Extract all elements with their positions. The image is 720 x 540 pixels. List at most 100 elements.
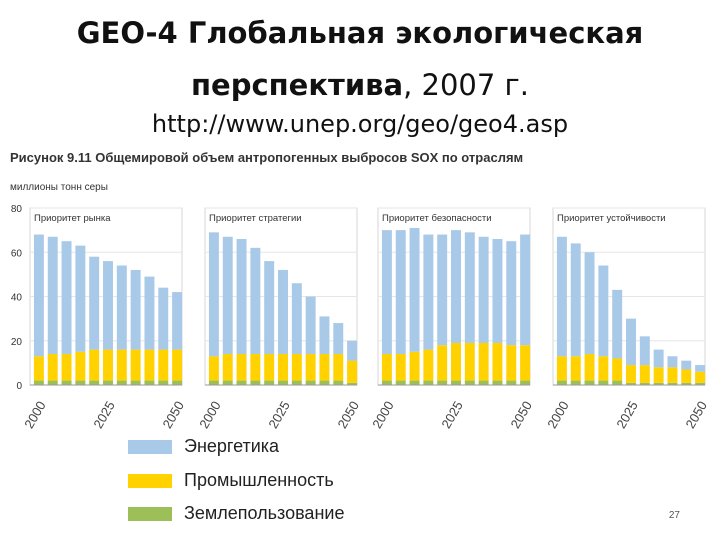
bar-segment xyxy=(437,345,448,381)
bar-segment xyxy=(158,287,169,350)
bar-segment xyxy=(695,371,706,383)
legend-swatch-industry xyxy=(128,474,172,488)
bar-segment xyxy=(130,349,141,381)
panel-title: Приоритет стратегии xyxy=(209,213,302,224)
bar-segment xyxy=(333,323,344,355)
bar-segment xyxy=(172,380,183,385)
bar-segment xyxy=(103,261,113,350)
bar-segment xyxy=(250,247,261,355)
bar-segment xyxy=(75,351,86,381)
bar-segment xyxy=(75,380,86,385)
legend-swatch-land-use xyxy=(128,507,172,521)
y-tick-label: 0 xyxy=(16,381,22,392)
source-url[interactable]: http://www.unep.org/geo/geo4.asp xyxy=(151,110,569,138)
bar-segment xyxy=(89,380,100,385)
bar-segment xyxy=(464,232,475,343)
bar-segment xyxy=(626,365,636,383)
bar-segment xyxy=(75,245,86,352)
bar-segment xyxy=(584,354,595,381)
bar-segment xyxy=(103,380,113,385)
bar-segment xyxy=(464,342,475,381)
slide-title-rest: , 2007 г. xyxy=(403,68,529,102)
bar-segment xyxy=(598,380,609,385)
bar-segment xyxy=(144,349,155,381)
bar-segment xyxy=(653,349,664,368)
bar-segment xyxy=(506,380,517,385)
bar-segment xyxy=(47,236,58,355)
bar-segment xyxy=(236,354,247,381)
bar-segment xyxy=(570,380,581,385)
bar-segment xyxy=(381,354,392,381)
bar-segment xyxy=(409,351,420,381)
bar-segment xyxy=(278,269,288,355)
x-tick-label: 2000 xyxy=(369,398,396,431)
bar-segment xyxy=(626,382,636,385)
bar-segment xyxy=(347,340,358,361)
x-tick-label: 2000 xyxy=(196,398,223,431)
bar-segment xyxy=(236,238,247,355)
bar-segment xyxy=(598,265,609,357)
bar-segment xyxy=(639,336,650,366)
x-tick-label: 2050 xyxy=(159,398,186,431)
slide-title-bold: перспектива xyxy=(190,68,404,102)
figure-title: Рисунок 9.11 Общемировой объем антропоге… xyxy=(10,150,524,165)
bar-segment xyxy=(208,356,219,381)
bar-segment xyxy=(236,380,247,385)
bar-segment xyxy=(347,360,358,383)
bar-segment xyxy=(333,380,344,385)
bar-segment xyxy=(278,354,288,381)
x-tick-label: 2050 xyxy=(507,398,534,431)
bar-segment xyxy=(598,356,609,381)
bar-segment xyxy=(172,349,183,381)
bar-segment xyxy=(89,349,100,381)
legend-label-land-use: Землепользование xyxy=(184,503,345,523)
panel-title: Приоритет рынка xyxy=(34,213,111,224)
bar-segment xyxy=(347,382,358,385)
bar-segment xyxy=(33,234,44,357)
bar-segment xyxy=(464,380,475,385)
bar-segment xyxy=(423,349,434,381)
bar-segment xyxy=(264,354,275,381)
legend-label-industry: Промышленность xyxy=(184,470,334,490)
bar-segment xyxy=(47,354,58,381)
bar-segment xyxy=(626,318,636,366)
bar-segment xyxy=(291,283,302,355)
x-tick-label: 2025 xyxy=(90,398,117,431)
bar-segment xyxy=(584,252,595,355)
bar-segment xyxy=(451,342,461,381)
bar-segment xyxy=(158,380,169,385)
bar-segment xyxy=(520,380,531,385)
bar-segment xyxy=(451,380,461,385)
x-tick-label: 2025 xyxy=(265,398,292,431)
bar-segment xyxy=(264,261,275,355)
legend-label-energy: Энергетика xyxy=(184,436,280,456)
bar-segment xyxy=(653,382,664,385)
bar-segment xyxy=(130,380,141,385)
bar-segment xyxy=(61,354,72,381)
bar-segment xyxy=(116,349,127,381)
bar-segment xyxy=(492,342,503,381)
bar-segment xyxy=(116,265,127,350)
slide-title-line2: перспектива, 2007 г. xyxy=(0,68,720,102)
bar-segment xyxy=(222,380,233,385)
bar-segment xyxy=(305,296,316,355)
bar-segment xyxy=(222,354,233,381)
bar-segment xyxy=(381,230,392,355)
panel-title: Приоритет устойчивости xyxy=(557,213,666,224)
bar-segment xyxy=(612,380,623,385)
bar-segment xyxy=(520,234,531,346)
bar-segment xyxy=(667,356,678,368)
y-tick-label: 80 xyxy=(11,204,23,215)
y-tick-label: 40 xyxy=(11,293,23,304)
bar-segment xyxy=(451,230,461,343)
bar-segment xyxy=(158,349,169,381)
bar-segment xyxy=(395,354,406,381)
bar-segment xyxy=(222,236,233,355)
bar-segment xyxy=(395,380,406,385)
bar-segment xyxy=(291,354,302,381)
bar-segment xyxy=(250,354,261,381)
bar-segment xyxy=(639,365,650,383)
bar-segment xyxy=(333,354,344,381)
bar-segment xyxy=(208,232,219,357)
bar-segment xyxy=(61,380,72,385)
